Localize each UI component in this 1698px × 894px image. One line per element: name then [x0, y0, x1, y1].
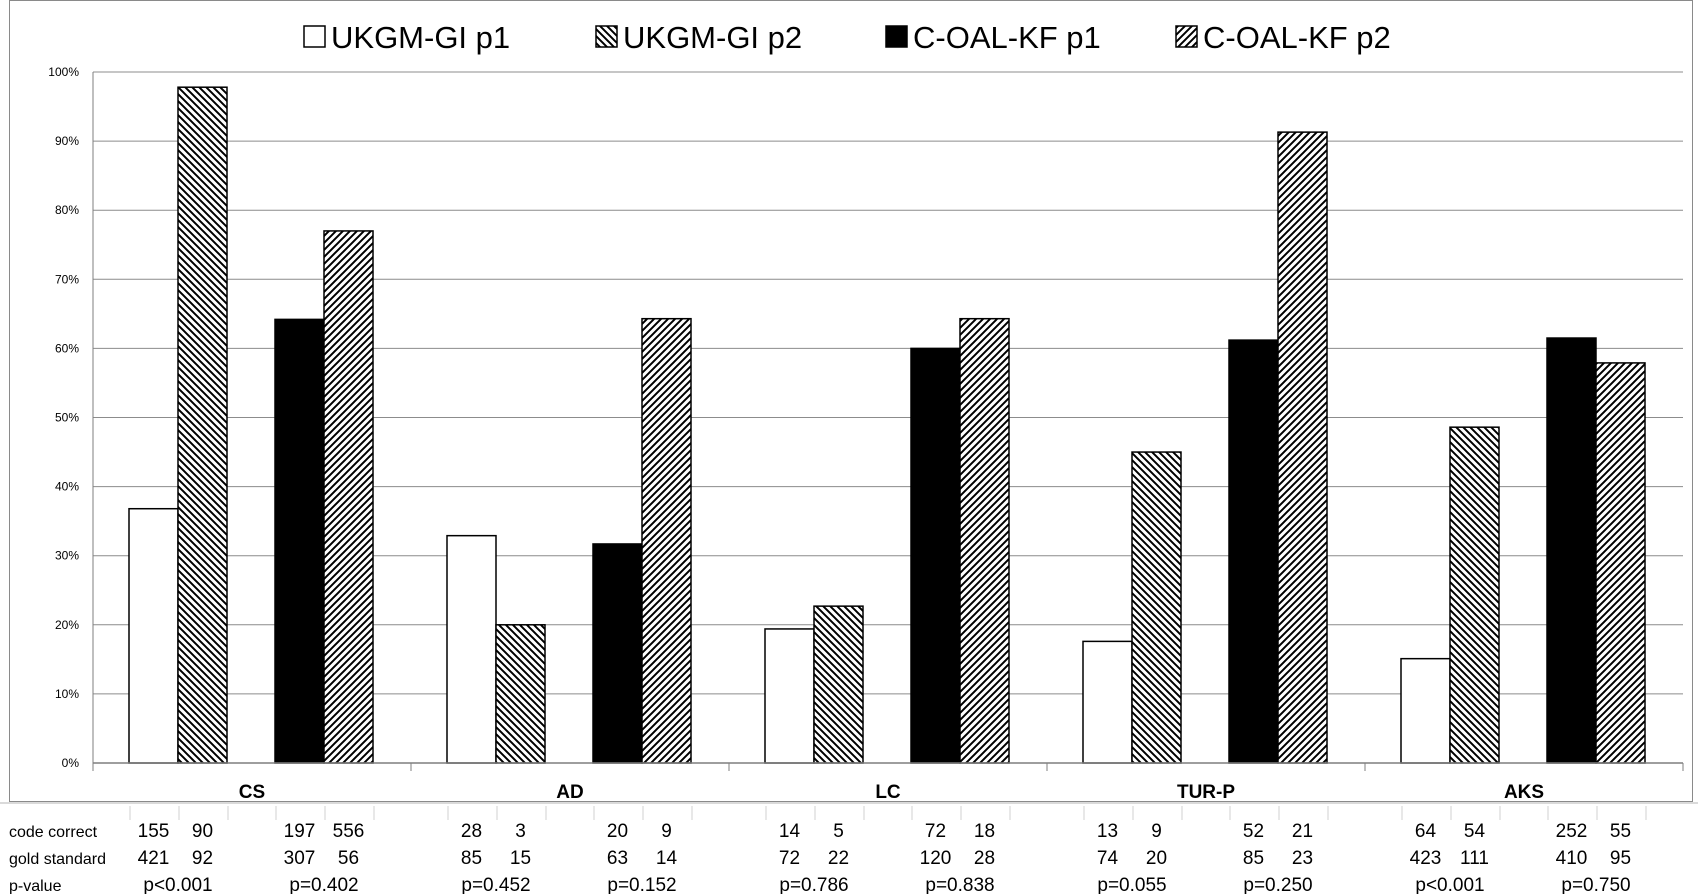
- y-tick-label: 30%: [55, 549, 79, 563]
- table-cell: 22: [828, 848, 849, 869]
- table-cell: 18: [974, 821, 995, 842]
- bar: [1449, 426, 1500, 764]
- table-cell: 155: [138, 821, 170, 842]
- y-tick-label: 0%: [62, 756, 80, 770]
- bar: [764, 628, 815, 764]
- category-label: AKS: [1504, 782, 1544, 803]
- p-value: p=0.250: [1243, 875, 1312, 894]
- bar: [128, 507, 179, 764]
- table-cell: 423: [1410, 848, 1442, 869]
- table-cell: 556: [333, 821, 365, 842]
- table-row-label: p-value: [9, 878, 62, 894]
- table-cell: 95: [1610, 848, 1631, 869]
- y-tick-label: 10%: [55, 687, 79, 701]
- p-value: p=0.402: [289, 875, 358, 894]
- legend-label: UKGM-GI p1: [331, 20, 510, 55]
- bar: [959, 317, 1010, 764]
- table-cell: 13: [1097, 821, 1118, 842]
- y-tick-label: 90%: [55, 134, 79, 148]
- table-cell: 28: [461, 821, 482, 842]
- table-cell: 111: [1460, 848, 1489, 869]
- bar: [641, 317, 692, 764]
- y-tick-label: 80%: [55, 203, 79, 217]
- table-cell: 421: [138, 848, 170, 869]
- table-cell: 5: [833, 821, 844, 842]
- y-tick-label: 50%: [55, 411, 79, 425]
- bar: [1546, 337, 1597, 764]
- legend-swatch: [1175, 25, 1198, 48]
- table-cell: 20: [607, 821, 628, 842]
- bar: [495, 624, 546, 764]
- legend-swatch: [303, 25, 326, 48]
- p-value: p=0.750: [1561, 875, 1630, 894]
- category-label: LC: [875, 782, 901, 803]
- bar: [323, 230, 374, 764]
- bar: [1400, 657, 1451, 764]
- y-tick-label: 70%: [55, 272, 79, 286]
- table-cell: 52: [1243, 821, 1264, 842]
- table-cell: 21: [1292, 821, 1313, 842]
- bar: [1131, 451, 1182, 764]
- bar: [274, 318, 325, 764]
- legend-label: UKGM-GI p2: [623, 20, 802, 55]
- legend-label: C-OAL-KF p1: [913, 20, 1101, 55]
- table-cell: 72: [779, 848, 800, 869]
- p-value: p=0.838: [925, 875, 994, 894]
- p-value: p=0.452: [461, 875, 530, 894]
- table-cell: 74: [1097, 848, 1119, 869]
- legend-swatch: [595, 25, 618, 48]
- bar: [446, 534, 497, 764]
- table-cell: 9: [661, 821, 672, 842]
- y-tick-label: 60%: [55, 341, 79, 355]
- table-cell: 54: [1464, 821, 1486, 842]
- p-value: p=0.055: [1097, 875, 1166, 894]
- table-cell: 55: [1610, 821, 1631, 842]
- bar: [910, 347, 961, 764]
- bar: [813, 605, 864, 764]
- p-value: p<0.001: [143, 875, 212, 894]
- table-cell: 85: [1243, 848, 1264, 869]
- table-cell: 9: [1151, 821, 1162, 842]
- bar: [1082, 640, 1133, 764]
- y-tick-label: 100%: [48, 65, 79, 79]
- category-label: AD: [556, 782, 583, 803]
- p-value: p=0.786: [779, 875, 848, 894]
- table-row-label: gold standard: [9, 851, 106, 868]
- table-cell: 120: [920, 848, 952, 869]
- legend-swatch: [885, 25, 908, 48]
- p-value: p<0.001: [1415, 875, 1484, 894]
- table-cell: 14: [779, 821, 801, 842]
- y-tick-label: 20%: [55, 618, 79, 632]
- table-cell: 85: [461, 848, 482, 869]
- bar: [592, 543, 643, 764]
- table-cell: 307: [284, 848, 316, 869]
- category-label: CS: [239, 782, 265, 803]
- category-label: TUR-P: [1177, 782, 1235, 803]
- table-cell: 64: [1415, 821, 1437, 842]
- chart-frame: [9, 0, 1693, 802]
- bar: [1228, 339, 1279, 764]
- table-cell: 3: [515, 821, 526, 842]
- table-cell: 197: [284, 821, 316, 842]
- table-cell: 20: [1146, 848, 1167, 869]
- table-cell: 90: [192, 821, 213, 842]
- table-cell: 14: [656, 848, 678, 869]
- table-cell: 56: [338, 848, 359, 869]
- table-cell: 28: [974, 848, 995, 869]
- table-cell: 72: [925, 821, 946, 842]
- bar: [1595, 362, 1646, 764]
- table-cell: 63: [607, 848, 628, 869]
- table-cell: 92: [192, 848, 213, 869]
- legend-label: C-OAL-KF p2: [1203, 20, 1391, 55]
- bar: [1277, 131, 1328, 764]
- table-cell: 252: [1556, 821, 1588, 842]
- table-cell: 410: [1556, 848, 1588, 869]
- table-cell: 15: [510, 848, 531, 869]
- p-value: p=0.152: [607, 875, 676, 894]
- table-row-label: code correct: [9, 824, 98, 841]
- bar: [177, 86, 228, 764]
- table-cell: 23: [1292, 848, 1313, 869]
- y-tick-label: 40%: [55, 480, 79, 494]
